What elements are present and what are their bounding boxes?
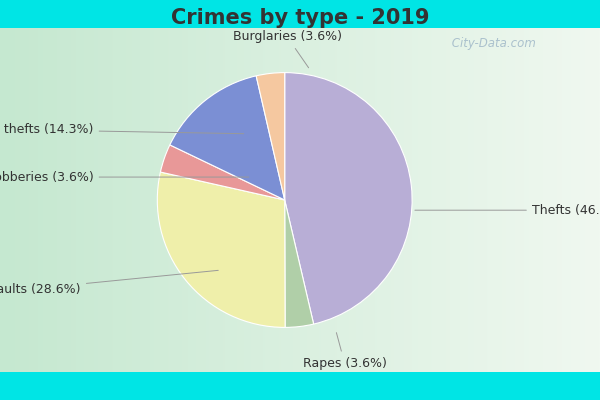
Wedge shape bbox=[256, 72, 285, 200]
Wedge shape bbox=[285, 200, 314, 328]
Text: Assaults (28.6%): Assaults (28.6%) bbox=[0, 270, 218, 296]
Wedge shape bbox=[285, 72, 412, 324]
Text: Robberies (3.6%): Robberies (3.6%) bbox=[0, 170, 249, 184]
Text: Rapes (3.6%): Rapes (3.6%) bbox=[302, 333, 386, 370]
Wedge shape bbox=[160, 145, 285, 200]
Wedge shape bbox=[170, 76, 285, 200]
Text: City-Data.com: City-Data.com bbox=[448, 37, 536, 50]
Text: Burglaries (3.6%): Burglaries (3.6%) bbox=[233, 30, 342, 68]
Text: Thefts (46.4%): Thefts (46.4%) bbox=[415, 204, 600, 217]
Wedge shape bbox=[157, 172, 285, 328]
Text: Auto thefts (14.3%): Auto thefts (14.3%) bbox=[0, 124, 244, 136]
Text: Crimes by type - 2019: Crimes by type - 2019 bbox=[171, 8, 429, 28]
